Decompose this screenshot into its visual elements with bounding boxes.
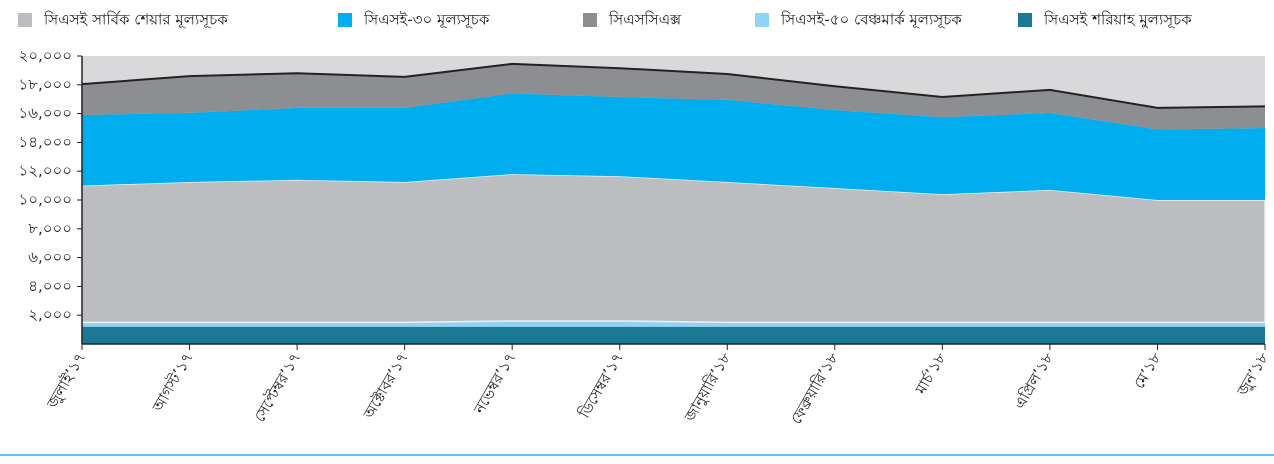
- legend-swatch: [18, 13, 32, 27]
- legend-label: সিএসই সার্বিক শেয়ার মূল্যসূচক: [43, 11, 228, 30]
- x-tick-label: জুলাই’১৭: [43, 349, 90, 412]
- y-tick-label: ১২,০০০: [18, 162, 72, 180]
- legend-label: সিএসই-৫০ বেঞ্চমার্ক মূল্যসূচক: [780, 11, 962, 30]
- x-tick-label: জুন’১৮: [1233, 349, 1273, 399]
- x-tick-label: আগস্ট’১৭: [148, 349, 197, 415]
- x-tick-label: অক্টোবর’১৭: [359, 349, 412, 422]
- legend-label: সিএসসিএক্স: [608, 11, 682, 29]
- legend-swatch: [338, 13, 352, 27]
- x-tick-label: জানুয়ারি’১৮: [680, 349, 735, 426]
- legend-swatch: [583, 13, 597, 27]
- x-tick-label: ফেব্রুয়ারি’১৮: [787, 349, 842, 427]
- legend-swatch: [1018, 13, 1032, 27]
- y-tick-label: ১৬,০০০: [18, 104, 72, 122]
- area: [82, 326, 1265, 344]
- area: [82, 63, 1265, 130]
- x-tick-label: এপ্রিল’১৮: [1011, 349, 1058, 412]
- y-tick-label: ২০,০০০: [18, 47, 72, 65]
- y-tick-label: ১৮,০০০: [19, 75, 73, 93]
- x-tick-label: মার্চ’১৮: [911, 349, 950, 398]
- legend-label: সিএসই-৩০ মূল্যসূচক: [363, 11, 490, 30]
- y-tick-label: ১০,০০০: [18, 191, 72, 209]
- x-tick-label: মে’১৮: [1130, 349, 1165, 392]
- y-tick-label: ৮,০০০: [28, 219, 72, 237]
- x-tick-label: ডিসেম্বর’১৭: [575, 349, 627, 422]
- x-tick-label: সেপ্টেম্বর’১৭: [250, 349, 304, 425]
- area: [82, 93, 1265, 200]
- y-tick-label: ২,০০০: [28, 306, 72, 324]
- y-tick-label: ১৪,০০০: [19, 133, 73, 151]
- area: [81, 173, 1266, 324]
- legend-swatch: [755, 13, 769, 27]
- legend-label: সিএসই শরিয়াহ মুল্যসূচক: [1043, 11, 1192, 30]
- x-tick-label: নভেম্বর’১৭: [470, 349, 520, 417]
- y-tick-label: ৬,০০০: [28, 248, 72, 266]
- total-outline: [81, 62, 1266, 109]
- y-tick-label: ৪,০০০: [28, 277, 72, 295]
